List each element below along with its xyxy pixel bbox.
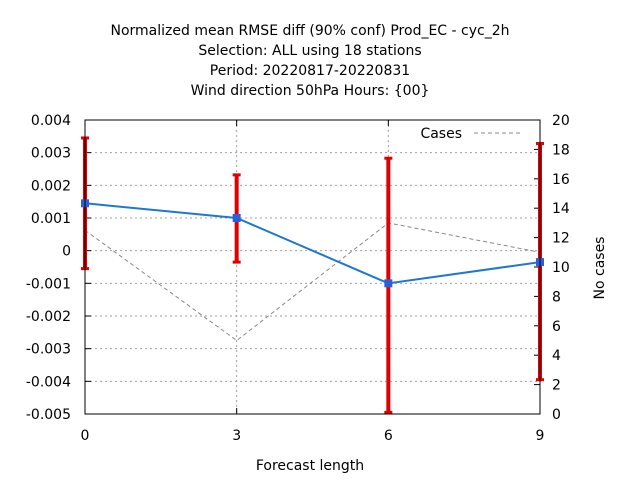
title-line-2: Selection: ALL using 18 stations <box>198 43 421 59</box>
title-line-3: Period: 20220817-20220831 <box>210 63 410 79</box>
title-line-4: Wind direction 50hPa Hours: {00} <box>191 83 430 99</box>
y-tick-label: -0.004 <box>26 374 71 390</box>
y-tick-label: 0.001 <box>31 211 71 227</box>
y2-tick-label: 16 <box>552 172 570 188</box>
y2-tick-label: 10 <box>552 260 570 276</box>
y-tick-label: -0.005 <box>26 407 71 423</box>
cases-series <box>84 222 541 342</box>
y2-tick-label: 14 <box>552 201 570 217</box>
y2-tick-label: 12 <box>552 231 570 247</box>
y2-tick-label: 8 <box>552 289 561 305</box>
main-line <box>84 202 541 285</box>
y-tick-label: 0 <box>62 244 71 260</box>
legend: Cases <box>420 126 522 142</box>
data-point <box>232 214 241 222</box>
y-tick-label: -0.001 <box>26 276 71 292</box>
y-tick-label: -0.003 <box>26 342 71 358</box>
title-line-1: Normalized mean RMSE diff (90% conf) Pro… <box>111 23 510 39</box>
y2-axis-ticks: 0 2 4 6 8 10 12 14 16 18 20 <box>534 113 570 423</box>
y-tick-label: 0.004 <box>31 113 71 129</box>
main-series <box>81 199 544 288</box>
plot-frame <box>84 119 541 415</box>
y2-tick-label: 18 <box>552 142 570 158</box>
y-tick-label: 0.003 <box>31 146 71 162</box>
data-point <box>384 279 393 288</box>
y-tick-label: 0.002 <box>31 178 71 194</box>
y2-tick-label: 2 <box>552 378 561 394</box>
y-axis-ticks: -0.005 -0.004 -0.003 -0.002 -0.001 0 0.001 0.00… <box>26 113 91 423</box>
cases-line <box>84 222 541 342</box>
y2-tick-label: 6 <box>552 319 561 335</box>
chart-title: Normalized mean RMSE diff (90% conf) Pro… <box>111 23 510 99</box>
x-axis-label: Forecast length <box>256 458 364 474</box>
legend-label-cases: Cases <box>420 126 462 142</box>
error-bars <box>81 136 544 414</box>
x-tick-label: 6 <box>384 428 393 444</box>
y2-tick-label: 0 <box>552 407 561 423</box>
grid <box>85 120 540 414</box>
y2-tick-label: 20 <box>552 113 570 129</box>
x-tick-label: 0 <box>81 428 90 444</box>
x-tick-label: 3 <box>232 428 241 444</box>
x-tick-label: 9 <box>536 428 545 444</box>
y2-tick-label: 4 <box>552 348 561 364</box>
y2-axis-label: No cases <box>592 237 608 300</box>
y-tick-label: -0.002 <box>26 309 71 325</box>
